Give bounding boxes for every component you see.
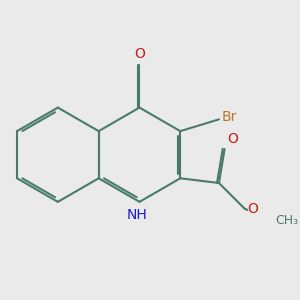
Text: Br: Br (221, 110, 237, 124)
Text: O: O (134, 47, 145, 61)
Text: CH₃: CH₃ (275, 214, 298, 227)
Text: NH: NH (127, 208, 148, 221)
Text: O: O (227, 132, 238, 146)
Text: O: O (247, 202, 258, 216)
